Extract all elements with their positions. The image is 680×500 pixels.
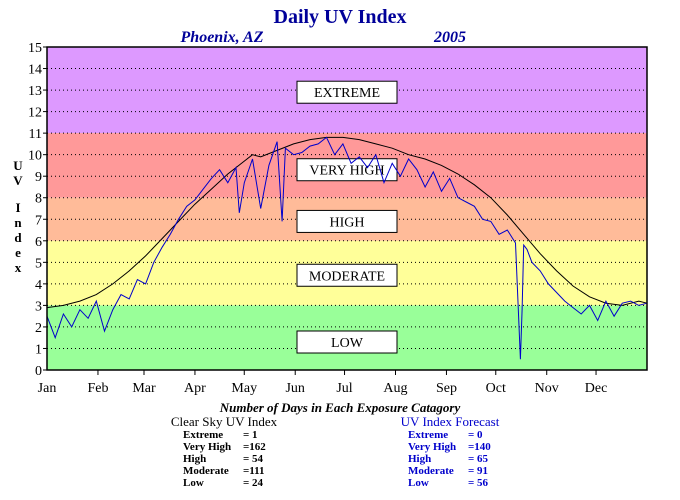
summary-tables: Extreme = 1 Very High =162 High = 54 Moderate =…	[183, 429, 491, 489]
forecast-row-label: High	[408, 453, 431, 465]
band-label-very-high: VERY HIGH	[296, 158, 398, 182]
x-tick-label-dec: Dec	[585, 381, 608, 396]
y-axis-label-letter: U	[13, 158, 23, 173]
clear-sky-row-value: = 54	[243, 453, 264, 465]
series-line-forecast	[46, 136, 648, 360]
forecast-row-value: = 91	[468, 465, 488, 477]
band-label-text: HIGH	[330, 215, 365, 230]
y-tick-label-5: 5	[35, 256, 42, 271]
band-labels: EXTREME VERY HIGH HIGH MODERATE LOW	[296, 80, 398, 354]
band-label-box	[296, 80, 398, 104]
y-tick-label-1: 1	[35, 342, 42, 357]
y-axis-label-letter: n	[14, 215, 22, 230]
y-tick-label-13: 13	[28, 84, 42, 99]
y-tick-label-8: 8	[35, 192, 42, 207]
forecast-row-label: Extreme	[408, 429, 448, 441]
y-tick-label-6: 6	[35, 235, 42, 250]
band-label-text: MODERATE	[309, 269, 385, 284]
y-tick-label-2: 2	[35, 321, 42, 336]
band-label-extreme: EXTREME	[296, 80, 398, 104]
chart-year: 2005	[433, 29, 466, 46]
y-tick-label-0: 0	[35, 364, 42, 379]
y-tick-label-14: 14	[28, 63, 42, 78]
forecast-summary-title: UV Index Forecast	[401, 414, 500, 429]
clear-sky-row-value: = 24	[243, 477, 264, 489]
chart-title: Daily UV Index	[274, 6, 407, 28]
chart-location: Phoenix, AZ	[180, 29, 264, 46]
y-tick-label-10: 10	[28, 149, 42, 164]
y-axis-label-letter: V	[13, 173, 23, 188]
y-axis-label-letter: x	[15, 260, 22, 275]
clear-sky-summary-title: Clear Sky UV Index	[171, 414, 278, 429]
clear-sky-row-value: = 1	[243, 429, 258, 441]
x-axis-ticks: Jan Feb Mar Apr May Jun Jul Aug Sep Oct Nov Dec	[38, 370, 608, 396]
forecast-row-value: = 0	[468, 429, 483, 441]
y-tick-label-15: 15	[28, 41, 42, 56]
forecast-row-label: Very High	[408, 441, 456, 453]
clear-sky-row-label: Low	[183, 477, 204, 489]
band-label-high: HIGH	[296, 209, 398, 233]
plot-frame	[46, 46, 648, 371]
x-tick-label-may: May	[231, 381, 257, 396]
x-tick-label-sep: Sep	[436, 381, 457, 396]
band-label-text: LOW	[331, 336, 364, 351]
x-tick-label-oct: Oct	[486, 381, 506, 396]
series-line-clear-sky	[46, 136, 648, 309]
forecast-row-value: =140	[468, 441, 491, 453]
y-axis-label-letter: I	[15, 200, 20, 215]
x-tick-label-mar: Mar	[132, 381, 156, 396]
band-label-box	[296, 330, 398, 354]
band-label-moderate: MODERATE	[296, 263, 398, 287]
band-label-box	[296, 209, 398, 233]
x-tick-label-aug: Aug	[383, 381, 407, 396]
y-tick-label-12: 12	[28, 106, 42, 121]
x-tick-label-apr: Apr	[184, 381, 206, 396]
clear-sky-row-value: =111	[243, 465, 265, 477]
clear-sky-row-label: Very High	[183, 441, 231, 453]
band-label-box	[296, 158, 398, 182]
x-tick-label-jul: Jul	[336, 381, 352, 396]
x-tick-label-nov: Nov	[535, 381, 559, 396]
y-tick-label-9: 9	[35, 170, 42, 185]
y-tick-label-3: 3	[35, 299, 42, 314]
x-tick-label-feb: Feb	[87, 381, 108, 396]
x-tick-label-jan: Jan	[38, 381, 57, 396]
y-tick-label-11: 11	[29, 127, 42, 142]
y-axis-label-letter: d	[14, 230, 22, 245]
band-label-box	[296, 263, 398, 287]
clear-sky-row-label: High	[183, 453, 206, 465]
clear-sky-row-label: Moderate	[183, 465, 229, 477]
x-tick-label-jun: Jun	[285, 381, 304, 396]
summary-heading: Number of Days in Each Exposure Catagory	[219, 400, 461, 415]
y-tick-label-7: 7	[35, 213, 42, 228]
clear-sky-row-label: Extreme	[183, 429, 223, 441]
series-lines	[46, 136, 648, 360]
clear-sky-row-value: =162	[243, 441, 266, 453]
y-axis-label-letter: e	[15, 245, 21, 260]
forecast-row-value: = 56	[468, 477, 489, 489]
forecast-row-label: Low	[408, 477, 429, 489]
band-label-text: EXTREME	[314, 86, 380, 101]
band-label-low: LOW	[296, 330, 398, 354]
y-tick-label-4: 4	[35, 278, 42, 293]
band-label-text: VERY HIGH	[309, 164, 384, 179]
forecast-row-value: = 65	[468, 453, 489, 465]
forecast-row-label: Moderate	[408, 465, 454, 477]
